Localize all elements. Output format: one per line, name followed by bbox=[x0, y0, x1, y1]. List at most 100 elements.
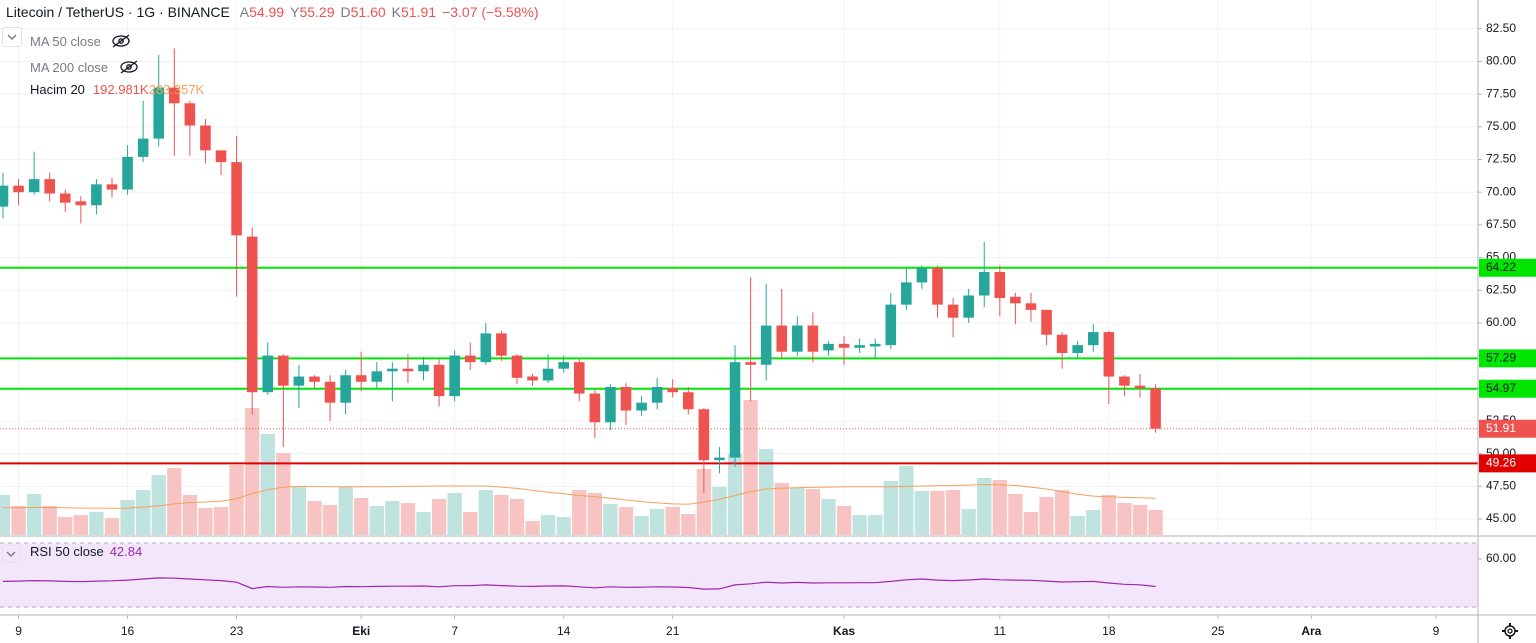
settings-icon[interactable] bbox=[1500, 621, 1520, 641]
candle-body bbox=[1025, 303, 1037, 310]
candle-body bbox=[1087, 332, 1099, 346]
candle-body bbox=[496, 333, 507, 356]
volume-bar bbox=[291, 486, 307, 535]
candle-body bbox=[714, 457, 725, 461]
legend-volume[interactable]: Hacim 20 192.981K283.357K bbox=[30, 82, 204, 97]
candle-body bbox=[776, 325, 788, 352]
x-tick-label: 14 bbox=[557, 624, 571, 638]
volume-bar bbox=[572, 490, 587, 535]
level-label: 64.22 bbox=[1486, 260, 1516, 274]
volume-bar bbox=[400, 503, 416, 535]
x-tick-label: 21 bbox=[666, 624, 680, 638]
volume-bar bbox=[930, 490, 945, 535]
volume-bar bbox=[276, 453, 291, 535]
candle-body bbox=[698, 409, 710, 461]
volume-bar bbox=[634, 515, 649, 535]
volume-readout: 192.981K bbox=[92, 82, 149, 97]
y-tick-label: 47.50 bbox=[1486, 479, 1516, 493]
candle-body bbox=[340, 375, 351, 403]
volume-bar bbox=[322, 504, 338, 535]
volume-bar bbox=[26, 493, 42, 535]
rsi-readout: 42.84 bbox=[109, 544, 143, 559]
volume-bar bbox=[260, 433, 275, 535]
volume-bar bbox=[1054, 490, 1070, 535]
y-tick-label: 72.50 bbox=[1486, 152, 1516, 166]
candle-body bbox=[402, 368, 414, 372]
y-tick-label: 80.00 bbox=[1486, 54, 1516, 68]
x-tick-label: 25 bbox=[1211, 624, 1225, 638]
y-tick-label: 70.00 bbox=[1486, 184, 1516, 198]
hidden-eye-icon bbox=[112, 34, 131, 48]
candle-body bbox=[683, 392, 694, 410]
volume-bar bbox=[151, 475, 166, 535]
candle-body bbox=[449, 355, 460, 397]
volume-bar bbox=[354, 497, 369, 535]
candle-body bbox=[371, 371, 383, 382]
candle-body bbox=[511, 355, 523, 378]
candle-body bbox=[122, 156, 133, 190]
rsi-tick-label: 60.00 bbox=[1486, 551, 1516, 565]
volume-ma-readout: 283.357K bbox=[148, 82, 205, 97]
volume-bar bbox=[649, 508, 665, 535]
candle-body bbox=[75, 201, 87, 206]
y-tick-label: 62.50 bbox=[1486, 282, 1516, 296]
x-tick-label: Ara bbox=[1301, 624, 1321, 638]
ohlc-readout: A54.99 Y55.29 D51.60 K51.91 −3.07 (−5.58%) bbox=[234, 4, 539, 20]
volume-bar bbox=[603, 504, 618, 535]
volume-bar bbox=[42, 505, 57, 535]
x-tick-label: 9 bbox=[15, 624, 22, 638]
symbol-title: Litecoin / TetherUS · 1G · BINANCE bbox=[6, 4, 230, 20]
volume-bar bbox=[1148, 510, 1163, 535]
legend-label: MA 50 close bbox=[30, 34, 101, 49]
candle-body bbox=[44, 179, 55, 194]
volume-bar bbox=[307, 501, 322, 535]
ohlc-letter: K bbox=[391, 4, 402, 20]
volume-bar bbox=[1132, 504, 1148, 535]
volume-bar bbox=[1086, 509, 1101, 535]
candle-body bbox=[605, 386, 616, 423]
y-tick-label: 67.50 bbox=[1486, 217, 1516, 231]
legend-ma50[interactable]: MA 50 close bbox=[30, 30, 131, 49]
candle-body bbox=[869, 343, 881, 347]
volume-bar bbox=[120, 500, 135, 535]
x-tick-label: Kas bbox=[833, 624, 855, 638]
x-tick-label: 11 bbox=[994, 624, 1007, 638]
volume-bar bbox=[821, 498, 836, 535]
volume-bar bbox=[58, 516, 73, 535]
volume-bar bbox=[478, 490, 493, 535]
legend-toggle[interactable] bbox=[2, 27, 22, 47]
level-label: 57.29 bbox=[1486, 351, 1516, 365]
candle-body bbox=[1056, 334, 1068, 354]
ohlc-letter: Y bbox=[290, 4, 300, 20]
candle-body bbox=[137, 138, 149, 157]
candle-body bbox=[667, 388, 679, 393]
candle-body bbox=[527, 376, 538, 381]
candle-body bbox=[231, 162, 242, 236]
volume-bar bbox=[992, 479, 1007, 535]
candle-body bbox=[418, 364, 429, 372]
legend-label: MA 200 close bbox=[30, 60, 109, 75]
volume-bar bbox=[852, 515, 867, 535]
legend-toggle[interactable] bbox=[2, 545, 20, 563]
candle-body bbox=[0, 185, 9, 207]
candle-body bbox=[838, 343, 850, 348]
candle-body bbox=[1119, 376, 1130, 386]
candle-body bbox=[558, 362, 569, 369]
legend-rsi[interactable]: RSI 50 close 42.84 bbox=[30, 544, 142, 559]
candle-body bbox=[854, 345, 865, 348]
x-tick-label: 23 bbox=[230, 624, 244, 638]
candle-body bbox=[885, 304, 897, 346]
ohlc-value: 54.99 bbox=[249, 4, 285, 20]
level-label: 49.26 bbox=[1486, 456, 1516, 470]
volume-bar bbox=[1070, 515, 1085, 535]
volume-bar bbox=[1008, 493, 1023, 535]
volume-bar bbox=[681, 514, 696, 535]
candle-body bbox=[620, 386, 632, 411]
candle-body bbox=[184, 103, 196, 126]
candle-body bbox=[106, 184, 118, 190]
legend-ma200[interactable]: MA 200 close bbox=[30, 56, 138, 75]
volume-bar bbox=[899, 465, 914, 535]
legend-label: RSI 50 close bbox=[30, 544, 104, 559]
